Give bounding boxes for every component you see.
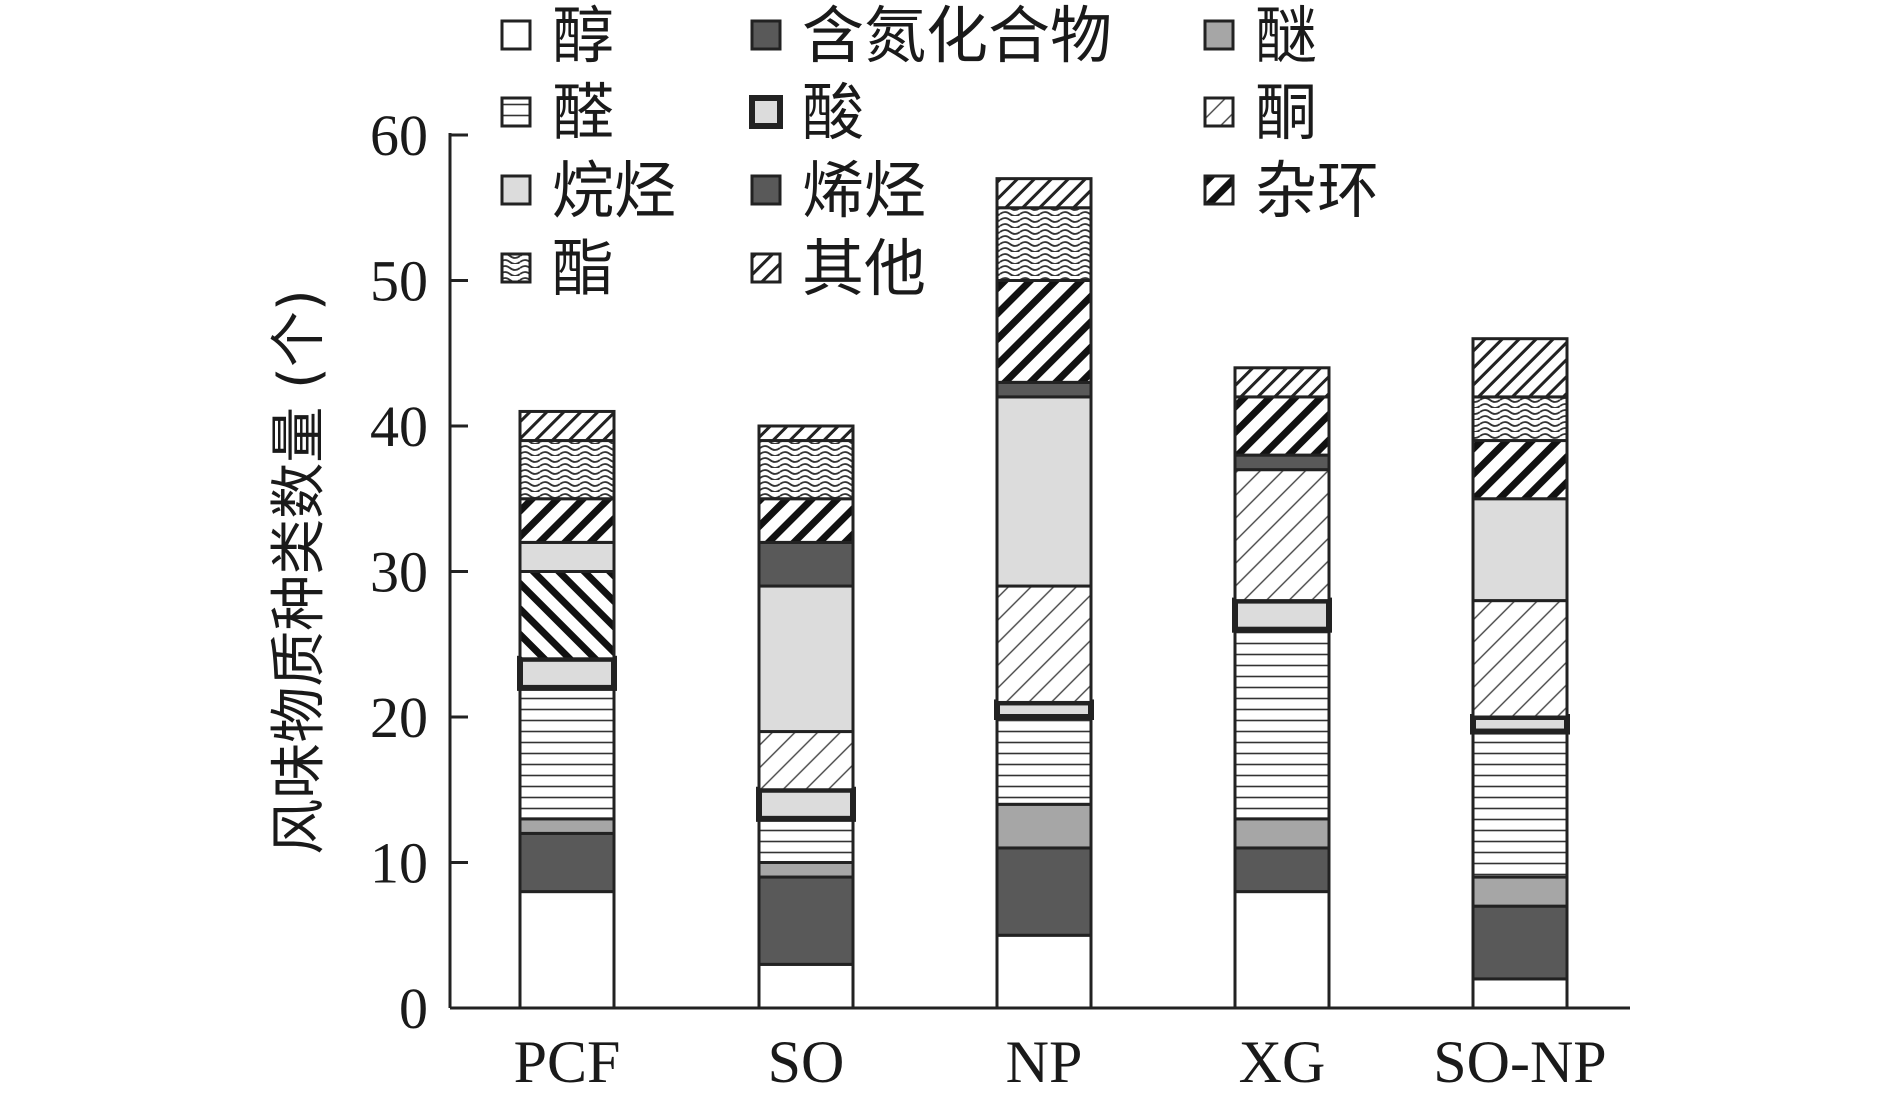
bars-group <box>517 177 1570 1010</box>
bar-segment <box>995 933 1093 1010</box>
bar-segment <box>1233 890 1331 1010</box>
bar-segment <box>1471 904 1569 981</box>
bar-segment <box>1471 875 1569 908</box>
y-tick-label: 50 <box>370 249 428 314</box>
legend-label: 烯烃 <box>802 154 926 227</box>
y-tick-label: 10 <box>370 831 428 896</box>
bar-segment <box>995 206 1093 282</box>
legend-swatch <box>750 174 782 206</box>
bar-segment <box>757 730 855 792</box>
bar-segment <box>1233 395 1331 457</box>
bar-segment <box>995 846 1093 937</box>
bar-segment <box>1233 628 1331 821</box>
bar-segment <box>1233 468 1331 603</box>
legend-label: 含氮化合物 <box>802 0 1112 72</box>
bar-segment <box>1233 846 1331 894</box>
y-tick-label: 40 <box>370 394 428 459</box>
legend-swatch <box>500 96 532 128</box>
bar-segment <box>1471 599 1569 719</box>
legend-swatch <box>500 252 532 284</box>
bar-segment <box>518 409 616 443</box>
legend-swatch <box>1203 174 1235 206</box>
bar-segment <box>757 861 855 879</box>
bar-segment <box>756 786 856 822</box>
bar-segment <box>757 584 855 734</box>
bar-segment <box>518 686 616 821</box>
legend-label: 烷烃 <box>552 154 676 227</box>
x-category-label: NP <box>1006 1029 1083 1095</box>
bar-segment <box>1471 730 1569 879</box>
legend-swatch <box>749 95 783 129</box>
legend-swatch <box>1203 19 1235 51</box>
bar-segment <box>757 817 855 864</box>
bar-segment <box>518 570 616 661</box>
bar-segment <box>995 380 1093 399</box>
y-axis-label: 风味物质种类数量 (个) <box>267 289 332 855</box>
bar-segment <box>995 279 1093 384</box>
y-tick-label: 60 <box>370 103 428 168</box>
legend-swatch <box>750 19 782 51</box>
bar-segment <box>995 395 1093 588</box>
legend-label: 酯 <box>552 232 614 305</box>
legend-label: 酮 <box>1255 76 1317 149</box>
bar-segment <box>995 802 1093 850</box>
legend-swatch <box>500 174 532 206</box>
bar-segment <box>1471 497 1569 603</box>
bar-segment <box>1233 366 1331 399</box>
bar-segment <box>1470 714 1570 735</box>
x-category-label: SO-NP <box>1433 1029 1606 1095</box>
bar-segment <box>757 875 855 966</box>
bar-segment <box>518 817 616 835</box>
bar-segment <box>1471 977 1569 1010</box>
bar-segment <box>757 962 855 1010</box>
legend-label: 醚 <box>1255 0 1317 72</box>
bar-segment <box>518 890 616 1010</box>
bar-segment <box>518 439 616 501</box>
bar-segment <box>994 699 1094 721</box>
legend-swatch <box>1203 96 1235 128</box>
y-tick-label: 30 <box>370 540 428 605</box>
bar-segment <box>1471 439 1569 501</box>
legend-swatch <box>750 252 782 284</box>
bar-segment <box>1471 395 1569 443</box>
legend-label: 醇 <box>552 0 614 72</box>
legend-label: 其他 <box>802 232 926 305</box>
y-tick-label: 0 <box>399 976 428 1041</box>
axes: 0 10 20 30 40 50 60 PCF SO NP XG SO-NP 风味物质种类数量 (个) <box>267 103 1630 1095</box>
x-category-label: SO <box>768 1029 845 1095</box>
legend-swatch <box>500 19 532 51</box>
bar-segment <box>757 540 855 588</box>
bar-segment <box>518 831 616 894</box>
bar-segment <box>1232 597 1332 633</box>
bar-segment <box>995 177 1093 210</box>
x-category-label: PCF <box>514 1029 621 1095</box>
bar-segment <box>518 497 616 544</box>
bar-segment <box>1233 817 1331 850</box>
y-tick-label: 20 <box>370 685 428 750</box>
x-category-label: XG <box>1239 1029 1326 1095</box>
legend: 醇 含氮化合物 醚醛 酸 酮烷烃 烯烃 杂环酯 其他 <box>500 0 1379 305</box>
bar-segment <box>757 424 855 443</box>
bar-segment <box>995 584 1093 704</box>
bar-segment <box>757 497 855 544</box>
bar-segment <box>518 540 616 574</box>
legend-label: 杂环 <box>1255 154 1379 227</box>
bar-segment <box>757 439 855 501</box>
bar-segment <box>1233 453 1331 472</box>
legend-label: 醛 <box>552 76 614 149</box>
legend-label: 酸 <box>802 76 864 149</box>
bar-segment <box>517 655 617 691</box>
bar-segment <box>995 715 1093 806</box>
bar-segment <box>1471 337 1569 399</box>
